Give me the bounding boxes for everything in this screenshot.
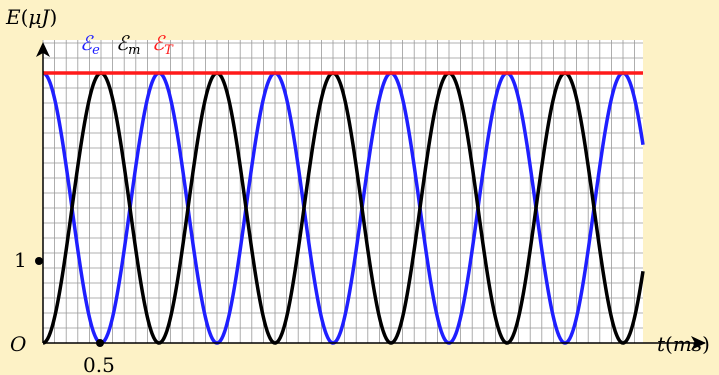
axis-labels: E(μJ) t(ms) O 1 0.5 xyxy=(5,5,710,375)
origin-label: O xyxy=(10,332,26,356)
legend-item-e: ℰe xyxy=(80,31,100,58)
x-tick-label: 0.5 xyxy=(83,353,115,375)
series-m-line xyxy=(42,71,645,345)
series-e-line xyxy=(42,71,645,345)
legend-item-m: ℰm xyxy=(116,31,140,58)
y-axis-label: E(μJ) xyxy=(5,5,57,29)
y-axis-arrow xyxy=(36,42,50,57)
series-layer xyxy=(42,71,645,345)
x-axis-arrow xyxy=(691,336,706,350)
x-axis-label: t(ms) xyxy=(657,332,710,356)
axes xyxy=(35,42,706,350)
tick-dot-y xyxy=(35,257,43,265)
legend-item-t: ℰT xyxy=(152,31,174,58)
tick-dot-x xyxy=(96,339,104,347)
legend: ℰe ℰm ℰT xyxy=(80,31,174,58)
y-tick-label: 1 xyxy=(14,248,27,272)
